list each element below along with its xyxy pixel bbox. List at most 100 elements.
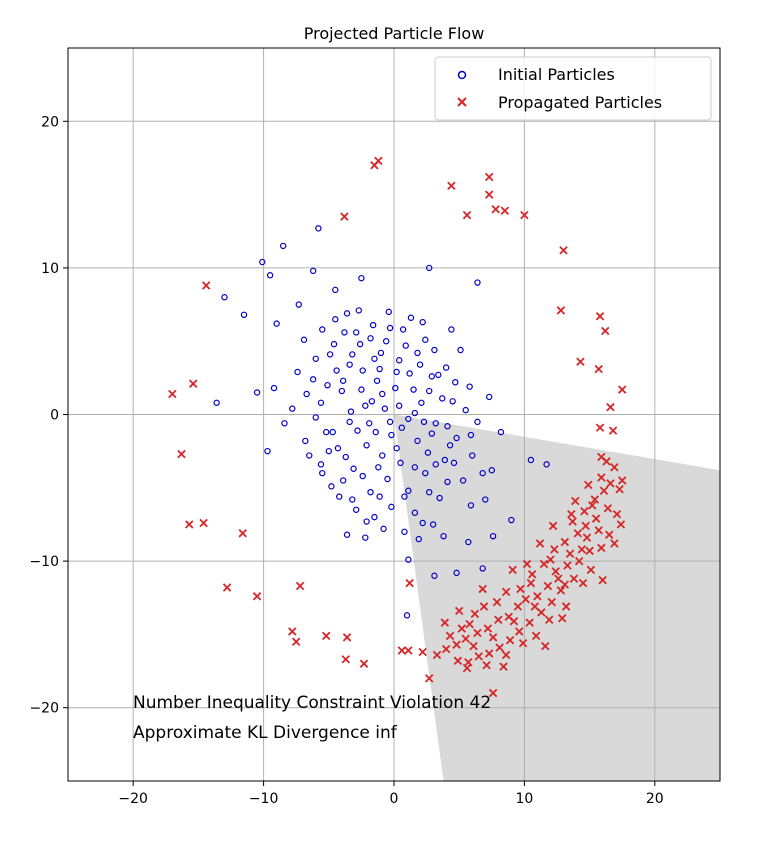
- propagated-particle-point: [530, 602, 540, 611]
- propagated-particle-point: [453, 656, 463, 666]
- propagated-particle-point: [484, 649, 494, 658]
- propagated-particle-point: [569, 574, 579, 583]
- initial-particle-point: [405, 556, 412, 563]
- initial-particle-point: [446, 442, 454, 449]
- propagated-particle-point: [492, 597, 502, 607]
- propagated-particle-point: [585, 546, 594, 556]
- propagated-particle-point: [551, 567, 560, 576]
- propagated-particle-point: [201, 281, 211, 290]
- propagated-particle-point: [594, 364, 603, 374]
- propagated-particle-point: [441, 644, 451, 654]
- initial-particle-point: [543, 461, 550, 468]
- propagated-particle-point: [565, 549, 575, 559]
- propagated-particle-point: [610, 463, 619, 472]
- initial-particle-point: [253, 389, 261, 396]
- propagated-particle-point: [454, 606, 464, 616]
- initial-particle-point: [432, 420, 439, 427]
- initial-particle-point: [213, 399, 220, 406]
- initial-particle-point: [428, 373, 436, 380]
- propagated-particle-point: [560, 580, 570, 589]
- initial-particle-point: [376, 493, 383, 500]
- initial-particle-point: [465, 538, 472, 546]
- initial-particle-point: [266, 272, 274, 279]
- initial-particle-point: [489, 532, 497, 540]
- propagated-particle-point: [571, 496, 580, 506]
- propagated-particle-point: [574, 556, 584, 566]
- propagated-particle-point: [527, 570, 537, 579]
- initial-particle-point: [221, 294, 228, 301]
- initial-particle-point: [453, 434, 460, 442]
- initial-particle-point: [259, 258, 266, 266]
- initial-particle-point: [352, 506, 360, 513]
- propagated-particle-point: [595, 423, 605, 432]
- initial-particle-point: [426, 488, 433, 496]
- initial-particle-point: [414, 437, 421, 445]
- chart-title: Projected Particle Flow: [304, 24, 485, 43]
- propagated-particle-point: [484, 190, 494, 199]
- y-tick-label: 10: [41, 261, 59, 277]
- legend: Initial Particles Propagated Particles: [434, 56, 712, 121]
- propagated-particle-point: [499, 662, 508, 671]
- initial-particle-point: [368, 398, 376, 405]
- propagated-particle-point: [531, 631, 541, 641]
- initial-particle-point: [273, 320, 280, 327]
- propagated-particle-point: [567, 509, 576, 519]
- initial-particle-point: [527, 456, 535, 464]
- propagated-particle-point: [550, 545, 559, 554]
- initial-particle-point: [373, 377, 381, 384]
- propagated-particle-point: [518, 638, 528, 648]
- initial-particle-point: [485, 393, 493, 401]
- propagated-particle-point: [615, 485, 624, 494]
- initial-particle-point: [359, 367, 366, 374]
- initial-particle-point: [380, 525, 387, 533]
- initial-particle-point: [388, 431, 395, 439]
- propagated-particle-point: [577, 545, 587, 554]
- initial-particle-point: [479, 469, 486, 477]
- propagated-particle-point: [445, 631, 455, 641]
- propagated-particle-point: [578, 578, 588, 588]
- initial-particle-point: [289, 405, 296, 412]
- initial-particle-point: [422, 469, 429, 477]
- propagated-particle-point: [525, 618, 534, 627]
- propagated-particle-point: [168, 389, 177, 399]
- initial-particle-point: [294, 368, 301, 376]
- propagated-particle-point: [587, 501, 597, 510]
- initial-particle-point: [240, 311, 248, 319]
- initial-particle-point: [416, 361, 424, 368]
- initial-particle-point: [379, 452, 386, 459]
- propagated-particle-point: [478, 584, 487, 594]
- initial-particle-point: [367, 488, 374, 496]
- initial-particle-point: [342, 453, 349, 461]
- propagated-particle-point: [374, 156, 383, 166]
- propagated-particle-point: [397, 646, 407, 655]
- initial-particle-point: [315, 225, 322, 232]
- initial-particle-point: [303, 390, 310, 398]
- initial-particle-point: [363, 518, 370, 525]
- propagated-particle-point: [586, 565, 596, 575]
- initial-particle-point: [415, 535, 422, 543]
- initial-particle-point: [264, 447, 271, 455]
- initial-particle-point: [414, 349, 421, 357]
- propagated-particle-point: [447, 181, 456, 191]
- initial-particle-point: [405, 415, 412, 423]
- initial-particle-point: [403, 612, 411, 619]
- initial-particle-point: [442, 364, 450, 371]
- propagated-particle-point: [556, 306, 566, 315]
- propagated-particle-point: [500, 206, 510, 215]
- initial-particle-point: [332, 286, 339, 294]
- propagated-particle-point: [573, 529, 583, 538]
- x-tick-label: −20: [118, 791, 148, 807]
- initial-particle-point: [432, 461, 439, 468]
- propagated-particle-point: [546, 555, 555, 564]
- initial-particle-point: [418, 399, 425, 406]
- initial-particle-point: [295, 301, 303, 308]
- initial-particle-point: [401, 528, 408, 535]
- initial-particle-point: [424, 449, 432, 456]
- initial-particle-point: [411, 409, 419, 417]
- propagated-particle-point: [514, 627, 524, 636]
- propagated-particle-point: [424, 674, 434, 683]
- y-tick-label: 0: [50, 408, 59, 424]
- propagated-particle-point: [238, 529, 247, 538]
- initial-particle-point: [369, 321, 377, 329]
- initial-particle-point: [419, 519, 426, 527]
